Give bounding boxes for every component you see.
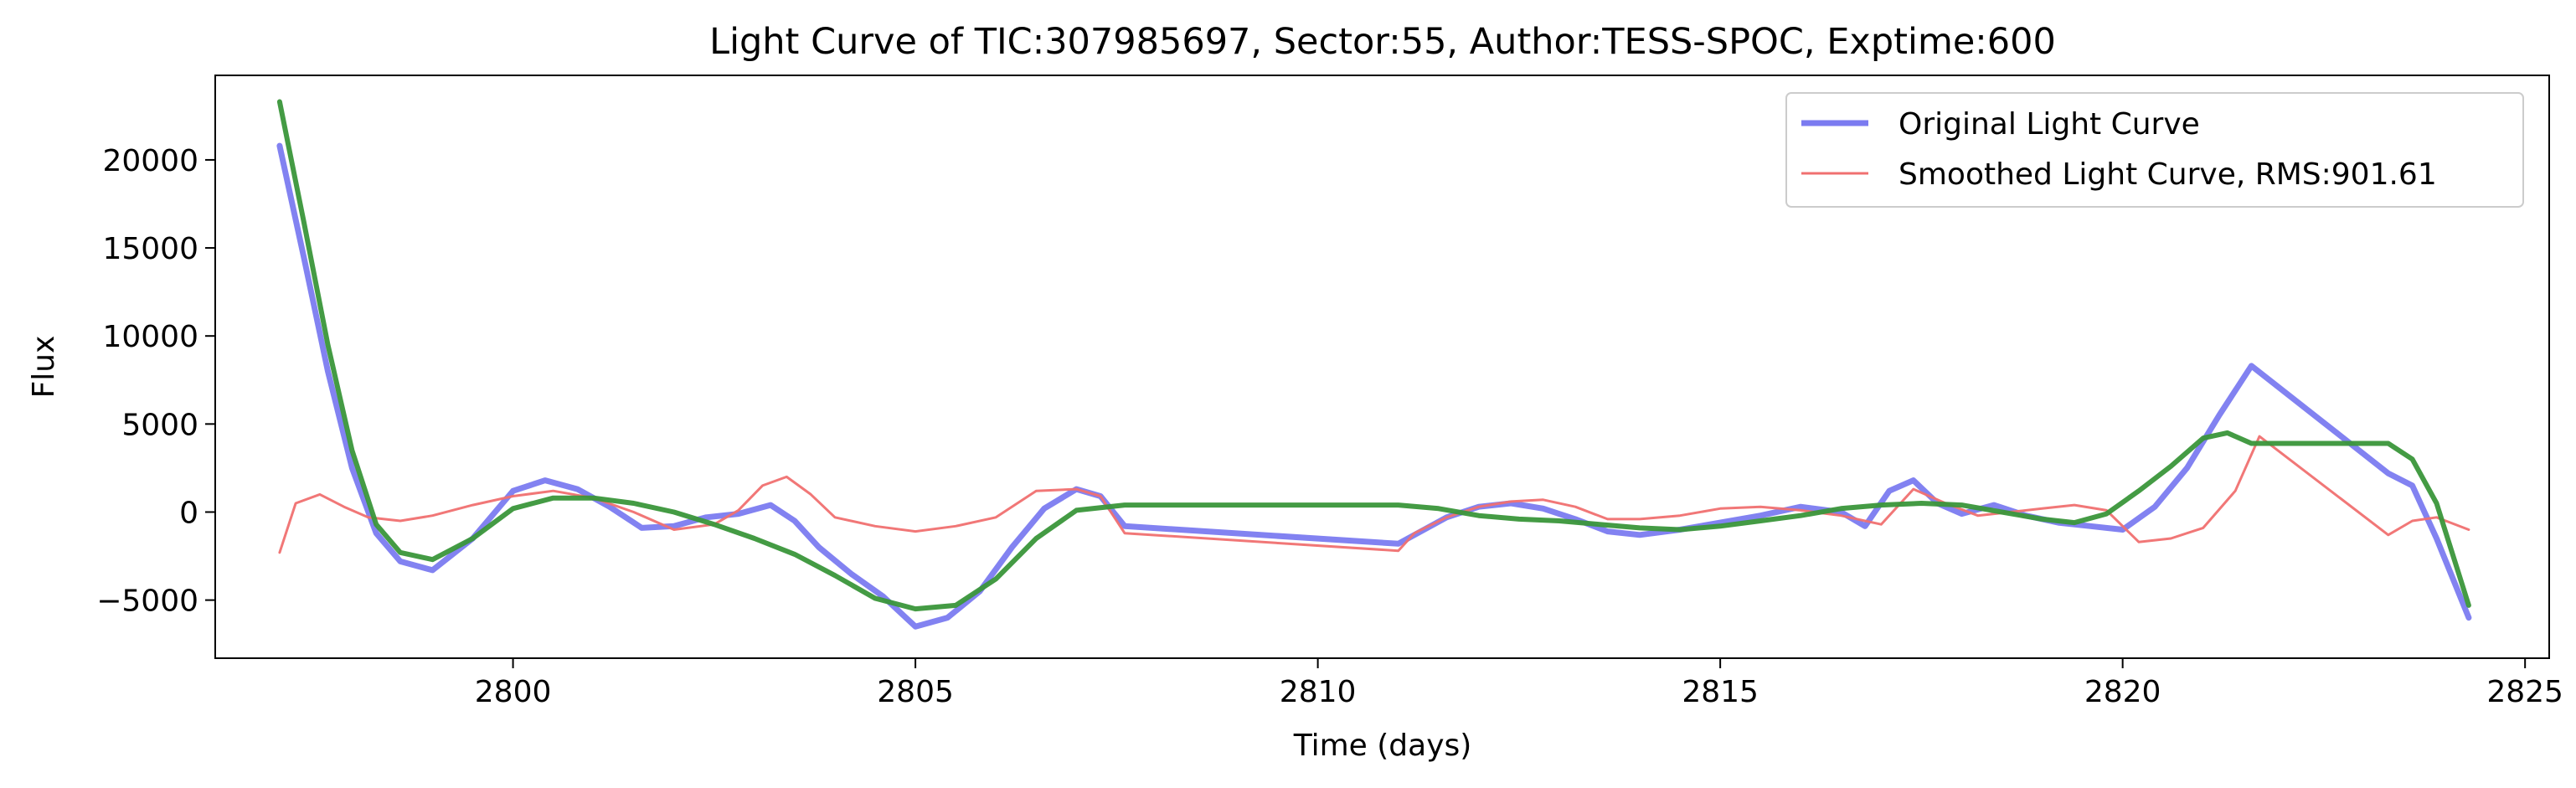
x-tick-label: 2820 — [2084, 675, 2161, 709]
legend-label-2: Smoothed Light Curve, RMS:901.61 — [1899, 157, 2437, 192]
y-axis: −5000 0 5000 10000 15000 20000 — [96, 144, 215, 619]
x-axis: 2800 2805 2810 2815 2820 2825 — [475, 658, 2563, 709]
y-tick-label: 0 — [179, 496, 198, 530]
y-tick-label: 15000 — [102, 232, 198, 266]
plot-area — [276, 99, 2472, 630]
legend-label-1: Original Light Curve — [1899, 107, 2200, 142]
y-tick-label: −5000 — [96, 585, 198, 619]
x-tick-label: 2810 — [1280, 675, 1357, 709]
chart-title: Light Curve of TIC:307985697, Sector:55,… — [709, 21, 2056, 63]
x-tick-label: 2815 — [1682, 675, 1759, 709]
legend-box — [1785, 92, 2524, 208]
series-line-3 — [276, 99, 2471, 612]
y-tick-label: 10000 — [102, 320, 198, 354]
y-tick-label: 20000 — [102, 144, 198, 178]
x-tick-label: 2805 — [877, 675, 954, 709]
legend: Original Light Curve Smoothed Light Curve… — [1785, 92, 2524, 208]
x-tick-label: 2825 — [2486, 675, 2563, 709]
x-axis-label: Time (days) — [1293, 729, 1472, 763]
plot-frame — [214, 75, 2550, 659]
y-tick-label: 5000 — [121, 408, 198, 442]
x-tick-label: 2800 — [475, 675, 552, 709]
series-line-2 — [278, 435, 2470, 554]
series-line-1 — [276, 142, 2472, 630]
y-axis-label: Flux — [27, 336, 61, 399]
